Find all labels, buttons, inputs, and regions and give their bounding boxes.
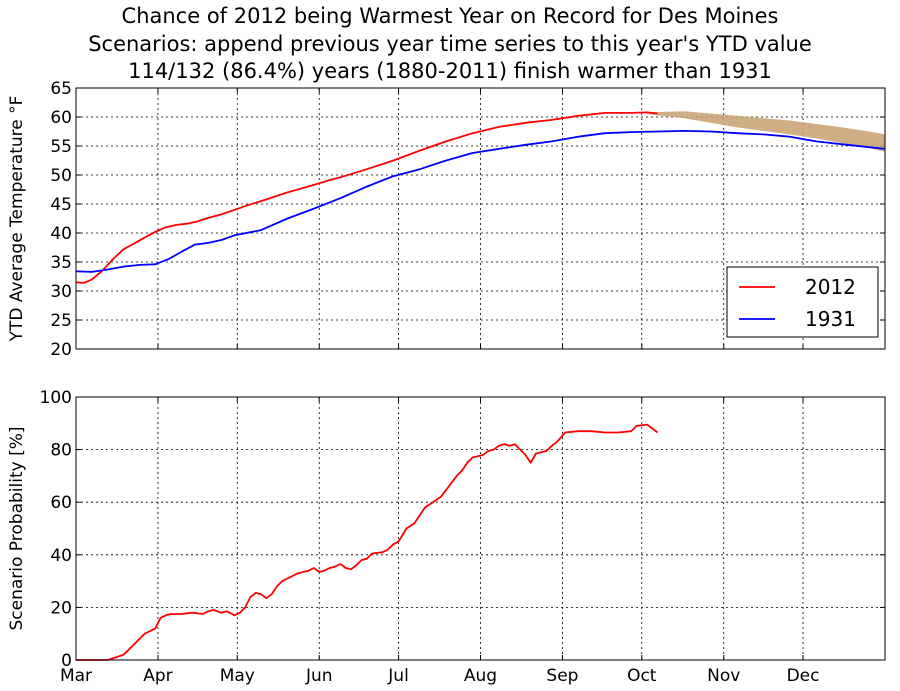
x-tick-label: May xyxy=(220,666,255,686)
y-axis-label: Scenario Probability [%] xyxy=(7,427,27,631)
legend-box xyxy=(726,266,879,338)
y-tick-label: 55 xyxy=(50,137,72,157)
y-axis-label: YTD Average Temperature °F xyxy=(7,96,27,343)
y-tick-label: 40 xyxy=(50,224,72,244)
x-tick-label: Aug xyxy=(464,666,497,686)
y-tick-label: 65 xyxy=(50,79,72,99)
legend-label-1931: 1931 xyxy=(805,307,856,331)
y-tick-label: 80 xyxy=(50,441,72,461)
axes-frame xyxy=(75,87,886,350)
x-tick-label: Jun xyxy=(305,666,333,686)
series-line-1931 xyxy=(75,129,886,273)
y-tick-label: 30 xyxy=(50,282,72,302)
y-tick-label: 45 xyxy=(50,195,72,215)
scenario-band xyxy=(647,111,885,152)
series-line-2012 xyxy=(75,111,658,284)
y-tick-label: 100 xyxy=(40,388,72,408)
x-tick-label: Mar xyxy=(60,666,92,686)
temperature-panel: 20 25 30 35 40 45 50 55 60 65 YTD Average Temperat… xyxy=(7,79,886,360)
x-tick-label: Jul xyxy=(387,666,409,686)
y-tick-label: 50 xyxy=(50,166,72,186)
legend-label-2012: 2012 xyxy=(805,275,856,299)
probability-panel: Mar Apr May Jun Jul Aug Sep Oct Nov Dec 0 20 40 60 80 1… xyxy=(7,388,886,686)
x-tick-label: Nov xyxy=(707,666,740,686)
y-tick-label: 60 xyxy=(50,493,72,513)
y-tick-label: 20 xyxy=(50,340,72,360)
y-tick-label: 35 xyxy=(50,253,72,273)
y-tick-label: 40 xyxy=(50,546,72,566)
chart-title-line-2: Scenarios: append previous year time ser… xyxy=(88,32,812,56)
x-tick-label: Apr xyxy=(143,666,172,686)
x-tick-label: Dec xyxy=(787,666,820,686)
x-tick-label: Sep xyxy=(546,666,578,686)
y-tick-label: 25 xyxy=(50,311,72,331)
y-tick-label: 20 xyxy=(50,598,72,618)
axes-frame xyxy=(75,396,886,661)
y-tick-label: 0 xyxy=(61,651,72,671)
series-line-2012 xyxy=(76,423,659,661)
chart-title-line-1: Chance of 2012 being Warmest Year on Rec… xyxy=(121,4,779,28)
x-tick-label: Oct xyxy=(627,666,657,686)
chart-title-line-3: 114/132 (86.4%) years (1880-2011) finish… xyxy=(128,59,772,83)
y-tick-label: 60 xyxy=(50,108,72,128)
